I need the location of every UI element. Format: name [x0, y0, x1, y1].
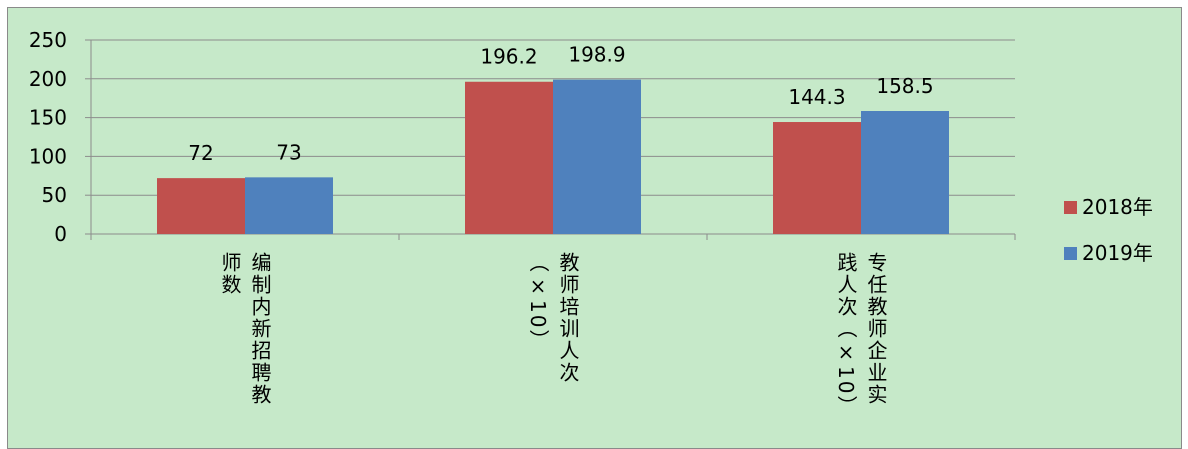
y-tick-label: 0 — [54, 222, 67, 246]
bar-2-1 — [245, 177, 333, 234]
y-tick-label: 150 — [29, 106, 67, 130]
bar-1-2 — [465, 81, 553, 234]
category-label: 师数 — [218, 252, 242, 296]
category-label: 编制内新招聘教 — [248, 252, 272, 406]
y-tick-label: 200 — [29, 67, 67, 91]
category-label: 践人次（×10） — [834, 252, 858, 418]
bar-2-2 — [553, 79, 641, 235]
data-label: 196.2 — [480, 45, 537, 69]
y-tick-label: 50 — [42, 183, 67, 207]
category-label: 专任教师企业实 — [864, 252, 888, 406]
y-tick-label: 100 — [29, 144, 67, 168]
bar-1-3 — [773, 122, 861, 234]
data-label: 72 — [188, 141, 213, 165]
y-tick-label: 250 — [29, 28, 67, 52]
legend-label: 2018年 — [1082, 195, 1153, 219]
legend-swatch — [1064, 247, 1077, 260]
legend-label: 2019年 — [1082, 241, 1153, 265]
bar-1-1 — [157, 178, 245, 234]
data-label: 73 — [276, 140, 301, 164]
category-label: （×10） — [526, 252, 550, 351]
legend-swatch — [1064, 201, 1077, 214]
data-label: 158.5 — [876, 74, 933, 98]
category-label: 教师培训人次 — [556, 252, 580, 384]
data-label: 144.3 — [788, 85, 845, 109]
bar-2-3 — [861, 111, 949, 234]
data-label: 198.9 — [568, 43, 625, 67]
